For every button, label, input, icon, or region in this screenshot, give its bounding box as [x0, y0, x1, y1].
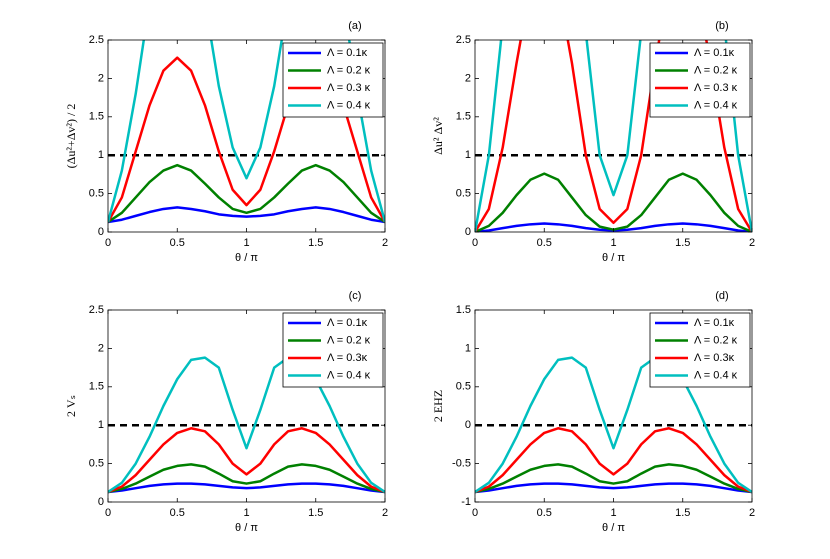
y-tick-label: 2	[465, 72, 471, 84]
legend-label: Λ = 0.1κ	[327, 317, 368, 329]
y-tick-label: 0.5	[89, 188, 104, 200]
x-tick-label: 0	[472, 507, 478, 519]
legend-label: Λ = 0.2 κ	[327, 334, 371, 346]
y-axis-label: 2 Vₛ	[64, 395, 78, 417]
x-tick-label: 2	[749, 237, 755, 249]
y-tick-label: 2.5	[456, 34, 471, 46]
x-tick-label: 0	[105, 237, 111, 249]
x-tick-label: 1.5	[675, 507, 690, 519]
y-tick-label: 0.5	[456, 381, 471, 393]
y-tick-label: 1	[465, 342, 471, 354]
series-line	[108, 40, 385, 223]
series-line	[475, 40, 752, 232]
y-tick-label: 0.5	[89, 458, 104, 470]
series-line	[108, 206, 385, 224]
y-tick-label: 0.5	[456, 188, 471, 200]
x-tick-label: 1	[610, 237, 616, 249]
legend-label: Λ = 0.1κ	[694, 47, 735, 59]
x-axis-label: θ / π	[602, 252, 625, 264]
legend-label: Λ = 0.2 κ	[694, 334, 738, 346]
legend-label: Λ = 0.2 κ	[327, 64, 371, 76]
x-tick-label: 0.5	[537, 237, 552, 249]
x-tick-label: 1	[243, 507, 249, 519]
series-line	[475, 356, 752, 494]
x-tick-label: 1.5	[308, 237, 323, 249]
panel-title: (d)	[715, 290, 728, 302]
y-tick-label: 0	[465, 226, 471, 238]
series-line	[475, 427, 752, 494]
x-tick-label: 1	[610, 507, 616, 519]
plot-lines	[108, 356, 385, 494]
y-tick-label: 1.5	[456, 304, 471, 316]
legend-label: Λ = 0.4 κ	[694, 369, 738, 381]
series-line	[108, 163, 385, 224]
y-tick-label: 1	[98, 419, 104, 431]
legend-label: Λ = 0.3 κ	[327, 82, 371, 94]
legend-label: Λ = 0.3κ	[327, 352, 368, 364]
y-axis-label: Δu² Δv²	[431, 117, 445, 155]
series-line	[475, 482, 752, 494]
x-axis-label: θ / π	[235, 252, 258, 264]
y-tick-label: 2	[98, 72, 104, 84]
y-axis-label: 2 EHZ	[431, 390, 445, 422]
x-axis-label: θ / π	[602, 522, 625, 534]
y-tick-label: -1	[461, 496, 471, 508]
y-tick-label: -0.5	[452, 458, 471, 470]
legend-label: Λ = 0.2 κ	[694, 64, 738, 76]
series-line	[108, 482, 385, 494]
series-line	[108, 427, 385, 494]
x-tick-label: 1.5	[308, 507, 323, 519]
series-line	[108, 356, 385, 494]
legend-label: Λ = 0.4 κ	[694, 99, 738, 111]
x-tick-label: 2	[382, 237, 388, 249]
legend-label: Λ = 0.4 κ	[327, 369, 371, 381]
x-tick-label: 1	[243, 237, 249, 249]
x-tick-label: 0.5	[537, 507, 552, 519]
x-tick-label: 0.5	[170, 507, 185, 519]
x-tick-label: 0.5	[170, 237, 185, 249]
y-tick-label: 1	[98, 149, 104, 161]
x-tick-label: 1.5	[675, 237, 690, 249]
panel-title: (b)	[715, 20, 728, 32]
series-line	[475, 40, 752, 232]
y-tick-label: 1	[465, 149, 471, 161]
y-tick-label: 0	[98, 496, 104, 508]
x-tick-label: 2	[749, 507, 755, 519]
panel-title: (c)	[349, 290, 362, 302]
y-tick-label: 2	[98, 342, 104, 354]
y-tick-label: 1.5	[456, 111, 471, 123]
y-tick-label: 1.5	[89, 381, 104, 393]
panel-title: (a)	[348, 20, 361, 32]
y-tick-label: 1.5	[89, 111, 104, 123]
y-tick-label: 2.5	[89, 34, 104, 46]
y-tick-label: 0	[98, 226, 104, 238]
legend-label: Λ = 0.4 κ	[327, 99, 371, 111]
x-axis-label: θ / π	[235, 522, 258, 534]
legend-label: Λ = 0.1κ	[327, 47, 368, 59]
plot-lines	[475, 356, 752, 494]
series-line	[108, 463, 385, 494]
x-tick-label: 2	[382, 507, 388, 519]
x-tick-label: 0	[105, 507, 111, 519]
y-tick-label: 0	[465, 419, 471, 431]
x-tick-label: 0	[472, 237, 478, 249]
legend-label: Λ = 0.3κ	[694, 352, 735, 364]
legend-label: Λ = 0.3 κ	[694, 82, 738, 94]
series-line	[475, 463, 752, 494]
legend-label: Λ = 0.1κ	[694, 317, 735, 329]
y-tick-label: 2.5	[89, 304, 104, 316]
y-axis-label: (Δu²+Δv²) / 2	[64, 104, 78, 169]
